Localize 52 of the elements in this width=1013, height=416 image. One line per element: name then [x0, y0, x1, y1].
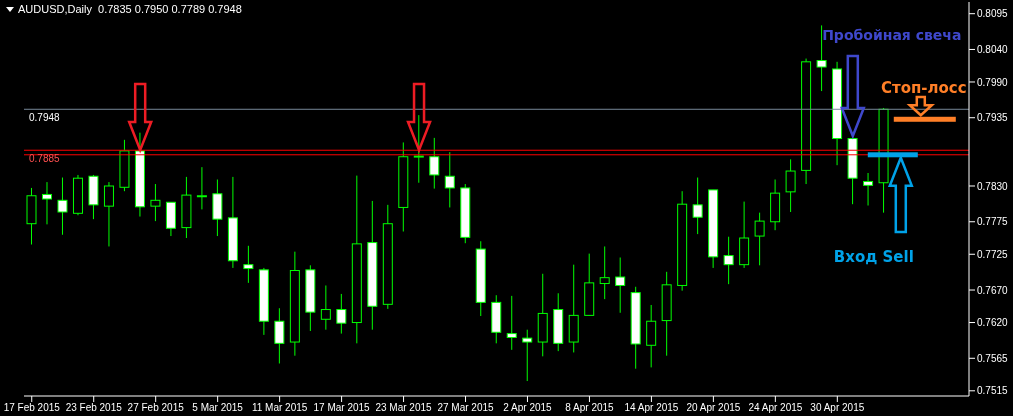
- candlestick: [692, 177, 703, 235]
- y-tick-label: 0.7620: [977, 317, 1009, 329]
- candlestick: [196, 166, 207, 210]
- y-tick-label: 0.7775: [977, 216, 1009, 228]
- x-tick-label: 27 Feb 2015: [127, 402, 185, 414]
- y-tick-label: 0.7565: [977, 352, 1009, 364]
- x-tick-label: 24 Apr 2015: [748, 402, 803, 414]
- candlestick: [785, 158, 796, 213]
- y-tick-label: 0.7670: [977, 284, 1009, 296]
- candlestick: [615, 257, 626, 314]
- candlestick: [103, 181, 114, 247]
- candlestick: [506, 295, 517, 351]
- ref-line-label: 0.7948: [29, 112, 61, 124]
- chart-title: AUDUSD,Daily 0.7835 0.7950 0.7789 0.7948: [18, 3, 242, 15]
- annotation: Пробойная свеча: [822, 27, 962, 43]
- y-tick-label: 0.8095: [977, 8, 1009, 20]
- x-tick-label: 23 Mar 2015: [375, 402, 433, 414]
- y-tick-label: 0.7725: [977, 248, 1009, 260]
- candlestick: [274, 307, 285, 364]
- x-tick-label: 17 Feb 2015: [3, 402, 61, 414]
- candlestick: [723, 236, 734, 285]
- y-tick-label: 0.7830: [977, 180, 1009, 192]
- candlestick: [754, 212, 765, 266]
- ref-line-label: 0.7885: [29, 153, 61, 165]
- y-tick-label: 0.7990: [977, 76, 1009, 88]
- x-tick-label: 2 Apr 2015: [503, 402, 553, 414]
- x-tick-label: 27 Mar 2015: [437, 402, 495, 414]
- candlestick: [320, 284, 331, 331]
- x-tick-label: 23 Feb 2015: [65, 402, 123, 414]
- candlestick: [41, 181, 52, 225]
- x-tick-label: 5 Mar 2015: [192, 402, 244, 414]
- candlestick: [150, 183, 161, 222]
- x-tick-label: 30 Apr 2015: [810, 402, 865, 414]
- x-tick-label: 8 Apr 2015: [565, 402, 615, 414]
- annotation: Стоп-лосс: [880, 79, 967, 97]
- candlestick: [57, 177, 68, 236]
- candlestick: [444, 151, 455, 208]
- x-tick-label: 11 Mar 2015: [251, 402, 308, 414]
- candlestick: [522, 329, 533, 382]
- candlestick: [863, 172, 874, 206]
- candlestick: [429, 137, 440, 190]
- x-tick-label: 17 Mar 2015: [313, 402, 371, 414]
- candlestick: [599, 245, 610, 300]
- y-tick-label: 0.7935: [977, 112, 1009, 124]
- y-tick-label: 0.8040: [977, 44, 1009, 56]
- candlestick: [243, 245, 254, 284]
- candlestick: [413, 114, 424, 184]
- x-tick-label: 20 Apr 2015: [686, 402, 741, 414]
- candlestick: [336, 293, 347, 335]
- y-tick-label: 0.7515: [977, 385, 1009, 397]
- x-tick-label: 14 Apr 2015: [624, 402, 679, 414]
- annotation: Вход Sell: [833, 248, 914, 266]
